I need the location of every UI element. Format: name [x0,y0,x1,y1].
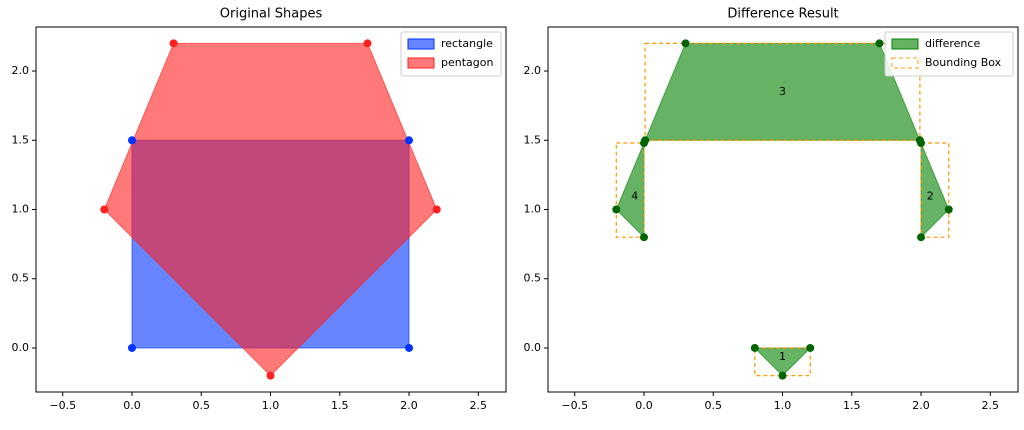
x-tick-label: 2.5 [470,399,488,412]
vertex [944,205,953,214]
region-label: 2 [927,190,934,203]
legend-label: Bounding Box [925,56,1002,69]
vertex [639,233,648,242]
vertex [363,39,372,48]
vertex [612,205,621,214]
x-tick-label: 2.0 [912,399,930,412]
y-tick-label: 2.0 [12,64,30,77]
x-tick-label: 1.5 [843,399,861,412]
x-tick-label: 0.0 [635,399,653,412]
x-tick-label: −0.5 [561,399,588,412]
x-tick-label: 1.0 [774,399,792,412]
plot-frame [547,26,1019,393]
x-tick-label: 0.5 [705,399,723,412]
vertex [875,39,884,48]
x-tick-label: 2.5 [982,399,1000,412]
legend-swatch [407,38,435,50]
y-tick-label: 1.5 [12,133,30,146]
y-tick-label: 0.5 [12,272,30,285]
vertex [681,39,690,48]
vertex [100,205,109,214]
region-label: 3 [779,85,786,98]
difference-polygon [615,142,645,239]
vertex [750,343,759,352]
y-tick-label: 0.0 [524,341,542,354]
y-tick-label: 1.0 [524,203,542,216]
y-tick-label: 0.5 [524,272,542,285]
difference-polygon [753,347,812,377]
bounding-box [615,142,645,238]
bounding-box [920,142,950,238]
x-tick-label: 1.5 [331,399,349,412]
x-tick-label: 0.0 [123,399,141,412]
vertex [169,39,178,48]
vertex [917,233,926,242]
shape-polygon [103,42,438,377]
region-label: 4 [631,190,638,203]
y-tick-label: 2.0 [524,64,542,77]
vertex [778,371,787,380]
y-tick-label: 0.0 [12,341,30,354]
x-tick-label: 1.0 [262,399,280,412]
vertex [639,139,648,148]
y-tick-label: 1.5 [524,133,542,146]
vertex [127,136,136,145]
chart-title: Original Shapes [220,7,323,22]
chart-title: Difference Result [727,7,838,22]
vertex [915,136,924,145]
legend-label: difference [925,37,980,50]
vertex [806,343,815,352]
legend-swatch [891,38,919,50]
x-tick-label: −0.5 [49,399,76,412]
y-tick-label: 1.0 [12,203,30,216]
vertex [266,371,275,380]
legend-label: rectangle [441,37,493,50]
bounding-box [644,42,921,141]
legend-label: pentagon [441,56,493,69]
vertex [405,136,414,145]
x-tick-label: 0.5 [193,399,211,412]
vertex [432,205,441,214]
vertex [127,343,136,352]
legend-swatch [891,57,919,69]
plot-frame [35,26,507,393]
legend-swatch [407,57,435,69]
vertex [405,343,414,352]
x-tick-label: 2.0 [400,399,418,412]
region-label: 1 [779,350,786,363]
